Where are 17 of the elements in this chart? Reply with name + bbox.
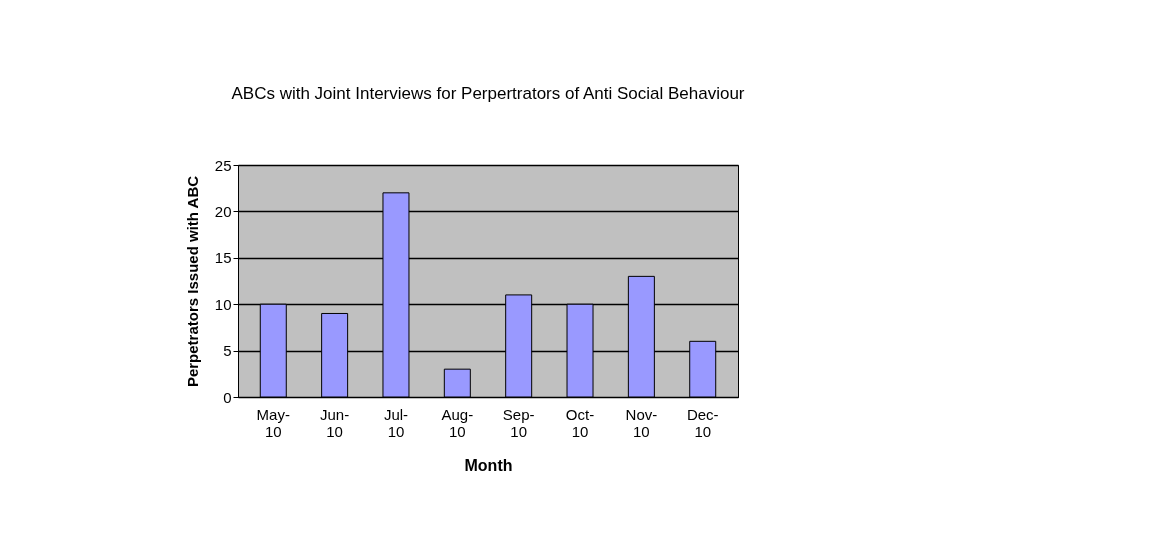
x-tick-label: Jun-10	[320, 405, 350, 440]
x-axis-title: Month	[464, 456, 513, 474]
x-tick-label: May-10	[256, 405, 290, 440]
x-tick-label: Dec-10	[686, 405, 719, 440]
y-tick-label: 5	[223, 342, 232, 360]
x-tick-label: Jul-10	[383, 405, 409, 440]
x-tick-label: Aug-10	[441, 405, 474, 440]
x-tick-label: Sep-10	[502, 405, 535, 440]
y-tick-label: 10	[214, 295, 232, 313]
chart-title: ABCs with Joint Interviews for Perpertrators of Anti Social Behaviour	[231, 84, 745, 103]
y-tick-label: 20	[214, 202, 232, 220]
y-tick-label: 25	[214, 156, 232, 174]
y-axis-title: Perpetrators Issued with ABC	[183, 175, 201, 388]
y-tick-label: 0	[223, 388, 232, 406]
x-tick-label: Oct-10	[565, 405, 595, 440]
y-tick-label: 15	[214, 249, 232, 267]
x-tick-label: Nov-10	[625, 405, 658, 440]
